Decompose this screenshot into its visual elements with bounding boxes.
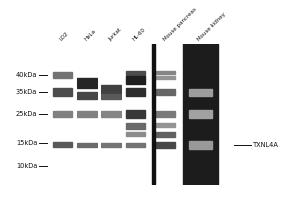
Bar: [156, 142, 176, 148]
Text: 10kDa: 10kDa: [16, 163, 37, 169]
Bar: [156, 132, 176, 137]
Text: HeLa: HeLa: [83, 28, 97, 42]
Text: 25kDa: 25kDa: [16, 111, 37, 117]
Bar: [101, 85, 121, 93]
Bar: [188, 89, 212, 96]
Bar: [126, 132, 146, 136]
Bar: [156, 76, 176, 79]
Bar: [77, 78, 97, 88]
Bar: [101, 94, 121, 99]
Bar: [126, 76, 146, 84]
Bar: [101, 143, 121, 147]
Bar: [126, 110, 146, 118]
Bar: [77, 111, 97, 117]
Bar: [156, 71, 176, 74]
Text: Mouse pancreas: Mouse pancreas: [162, 7, 197, 42]
Bar: [156, 89, 176, 95]
Bar: [53, 111, 72, 117]
Bar: [77, 143, 97, 147]
Text: TXNL4A: TXNL4A: [253, 142, 278, 148]
Text: 15kDa: 15kDa: [16, 140, 37, 146]
Bar: [53, 72, 72, 78]
Bar: [156, 123, 176, 127]
Bar: [126, 143, 146, 147]
Bar: [126, 123, 146, 129]
Bar: [188, 110, 212, 118]
Text: Jurkat: Jurkat: [108, 27, 123, 42]
Bar: [156, 111, 176, 117]
Bar: [53, 142, 72, 147]
Bar: [188, 141, 212, 149]
Bar: [126, 88, 146, 96]
Text: 40kDa: 40kDa: [16, 72, 37, 78]
Bar: [126, 71, 146, 75]
Text: HL-60: HL-60: [132, 27, 147, 42]
Bar: [53, 88, 72, 96]
Text: LO2: LO2: [59, 31, 70, 42]
Text: 35kDa: 35kDa: [16, 89, 37, 95]
Bar: [77, 92, 97, 99]
Text: Mouse kidney: Mouse kidney: [197, 11, 227, 42]
Bar: [101, 111, 121, 117]
